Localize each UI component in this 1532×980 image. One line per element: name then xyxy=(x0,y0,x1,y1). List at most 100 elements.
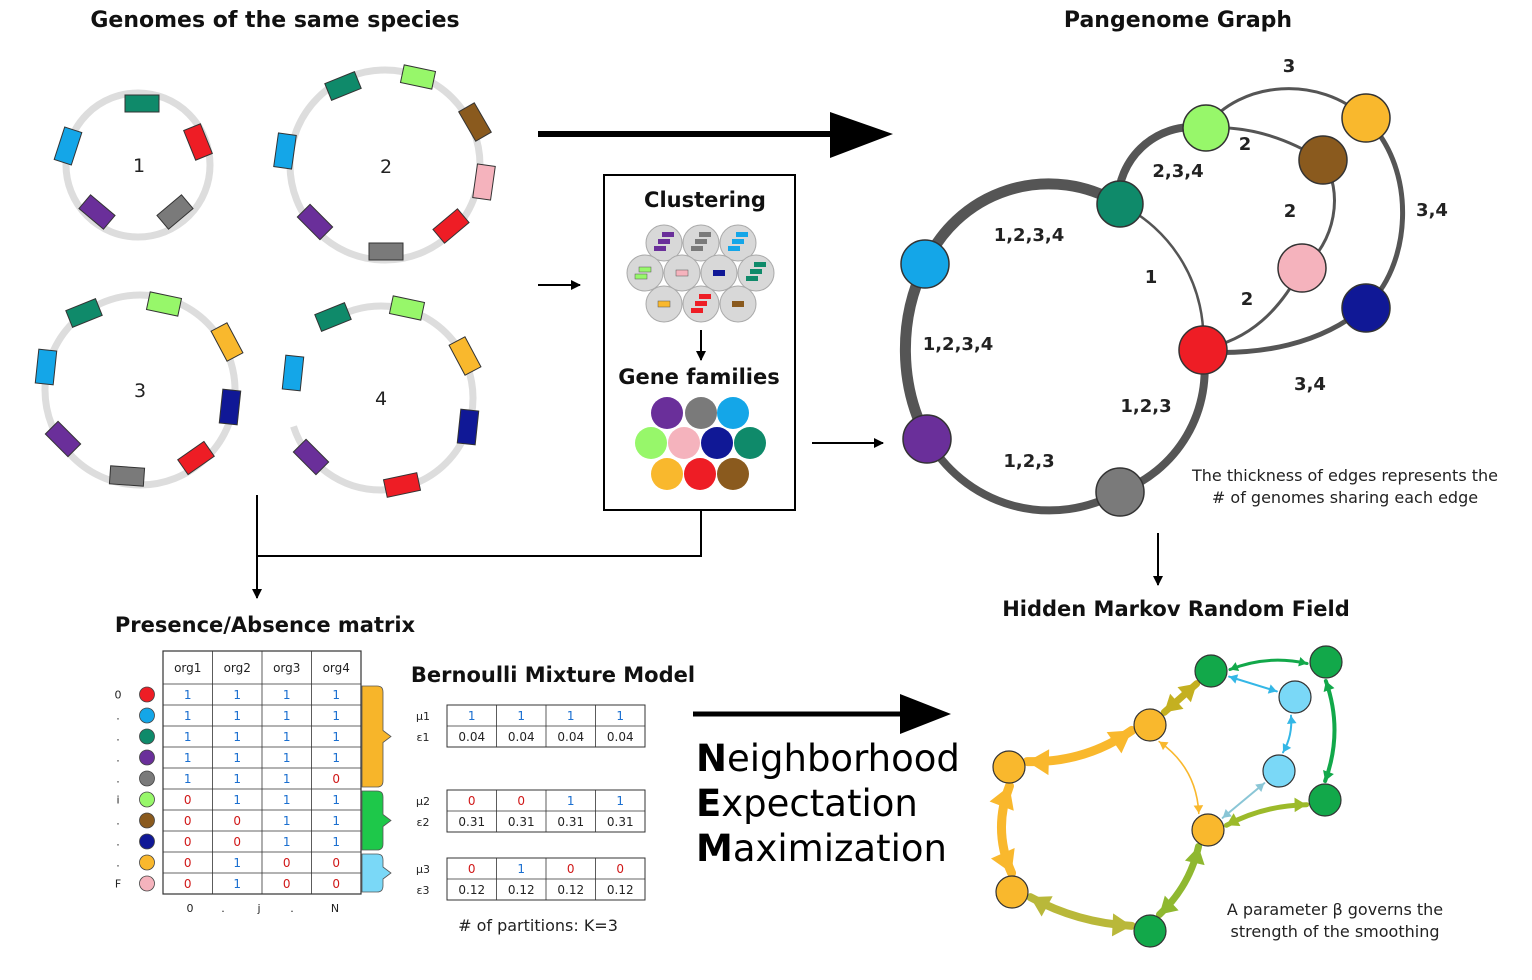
edge-label: 2 xyxy=(1241,289,1254,310)
gene-gray xyxy=(156,194,194,230)
matrix-cell: 1 xyxy=(233,772,241,786)
bmm-eps-cell: 0.12 xyxy=(607,883,634,897)
genome-label-4: 4 xyxy=(375,388,387,410)
bmm-parameter-tables: μ1 ε1 1 1 1 1 0.04 0.04 0.04 0.04 μ2 ε2 0 0 1 1 0.31 0.31… xyxy=(416,704,646,901)
hmrf-node xyxy=(1278,680,1312,714)
hmrf-arrowhead xyxy=(1294,797,1307,813)
bmm-eps-cell: 0.12 xyxy=(557,883,584,897)
edge-label: 2,3,4 xyxy=(1152,161,1203,182)
hmrf-arrowhead xyxy=(1229,662,1240,672)
matrix-cell: 1 xyxy=(283,709,291,723)
hmrf-node xyxy=(1262,754,1296,788)
hmrf-arrowhead xyxy=(1282,743,1292,753)
bmm-mu-cell: 1 xyxy=(567,794,575,808)
bmm-mu-label: μ3 xyxy=(416,863,430,876)
matrix-cell: 1 xyxy=(283,835,291,849)
gene-teal xyxy=(324,71,362,101)
bmm-mu-cell: 1 xyxy=(616,709,624,723)
bmm-eps-cell: 0.31 xyxy=(607,815,634,829)
hmrf-node xyxy=(1308,783,1342,817)
matrix-column-header: org3 xyxy=(273,661,300,675)
bmm-eps-cell: 0.12 xyxy=(508,883,535,897)
matrix-cell: 0 xyxy=(184,877,192,891)
hmrf-arrowhead xyxy=(1164,693,1184,713)
edge-label: 3,4 xyxy=(1294,374,1326,395)
matrix-row-axis-label: . xyxy=(116,710,120,723)
hmrf-arrowhead xyxy=(1323,770,1334,782)
bmm-mu-label: μ2 xyxy=(416,795,430,808)
matrix-cell: 1 xyxy=(332,814,340,828)
gene-sky xyxy=(34,348,58,386)
gene-families-title: Gene families xyxy=(618,365,780,389)
genome-1: 1 xyxy=(53,89,214,241)
bmm-mu-cell: 1 xyxy=(517,862,525,876)
svg-text:Neighborhood: Neighborhood xyxy=(696,737,960,780)
nem-word-expectation: xpectation xyxy=(721,782,918,825)
bmm-eps-cell: 0.04 xyxy=(557,730,584,744)
matrix-row-family-dot xyxy=(139,728,155,745)
bmm-eps-label: ε2 xyxy=(417,816,430,829)
matrix-cell: 1 xyxy=(233,856,241,870)
gene-red xyxy=(183,123,213,161)
edge-label: 3,4 xyxy=(1416,200,1448,221)
hmrf-node xyxy=(1133,708,1167,742)
node-brown xyxy=(1298,135,1348,185)
hmrf-node xyxy=(995,875,1029,909)
matrix-cell: 1 xyxy=(233,730,241,744)
nem-word-neighborhood: eighborhood xyxy=(727,737,960,780)
matrix-cell: 1 xyxy=(184,688,192,702)
matrix-column-axis-label: 0 xyxy=(187,902,194,915)
edge-thickness-note-line1: The thickness of edges represents the xyxy=(1191,466,1498,485)
matrix-cell: 1 xyxy=(184,751,192,765)
bmm-eps-cell: 0.04 xyxy=(458,730,485,744)
node-navy xyxy=(1341,283,1391,333)
matrix-cell: 1 xyxy=(233,793,241,807)
hmrf-arrowhead xyxy=(1159,741,1169,751)
genome-2: 2 xyxy=(273,64,496,264)
beta-note-line1: A parameter β governs the xyxy=(1227,900,1443,919)
matrix-cell: 0 xyxy=(283,856,291,870)
matrix-cell: 0 xyxy=(184,856,192,870)
gene-lightgreen xyxy=(145,291,183,317)
matrix-cell: 1 xyxy=(332,793,340,807)
bmm-mu-cell: 0 xyxy=(468,794,476,808)
gene-purple xyxy=(292,438,330,476)
gene-gray xyxy=(108,465,146,487)
hmrf-arrowhead xyxy=(989,785,1014,811)
matrix-cell: 1 xyxy=(283,751,291,765)
bmm-title: Bernoulli Mixture Model xyxy=(411,663,695,687)
nem-initial-m: M xyxy=(696,827,733,870)
matrix-cell: 1 xyxy=(283,730,291,744)
matrix-row-family-dot xyxy=(139,833,155,850)
matrix-row-family-dot xyxy=(139,812,155,829)
node-sky xyxy=(900,239,950,289)
partition-bracket xyxy=(361,853,392,893)
hmrf-arrowhead xyxy=(1030,896,1053,917)
matrix-column-axis-label: N xyxy=(331,902,339,915)
matrix-cell: 1 xyxy=(184,709,192,723)
partitions-note: # of partitions: K=3 xyxy=(458,916,618,935)
hmrf-arrowhead xyxy=(1286,715,1297,724)
matrix-cell: 0 xyxy=(184,814,192,828)
hmrf-arrowhead xyxy=(1106,730,1132,754)
genomes-title: Genomes of the same species xyxy=(90,8,459,33)
edge-label: 1,2,3,4 xyxy=(994,225,1065,246)
matrix-cell: 1 xyxy=(233,688,241,702)
matrix-cell: 0 xyxy=(332,856,340,870)
matrix-row-family-dot xyxy=(139,707,155,724)
matrix-row-family-dot xyxy=(139,854,155,871)
matrix-cell: 1 xyxy=(283,814,291,828)
bmm-eps-label: ε1 xyxy=(417,731,430,744)
matrix-row-family-dot xyxy=(139,749,155,766)
matrix-row-axis-label: F xyxy=(115,878,121,891)
bmm-eps-cell: 0.31 xyxy=(508,815,535,829)
genome-3: 3 xyxy=(34,291,244,489)
hmrf-edge xyxy=(1158,740,1200,815)
hmrf-graph xyxy=(989,645,1343,948)
hmrf-node xyxy=(1194,654,1228,688)
beta-note-line2: strength of the smoothing xyxy=(1231,922,1440,941)
hmrf-node xyxy=(1133,914,1167,948)
clustering-box: Clustering Gene families xyxy=(603,174,796,511)
edge-label: 1,2,3 xyxy=(1003,451,1054,472)
